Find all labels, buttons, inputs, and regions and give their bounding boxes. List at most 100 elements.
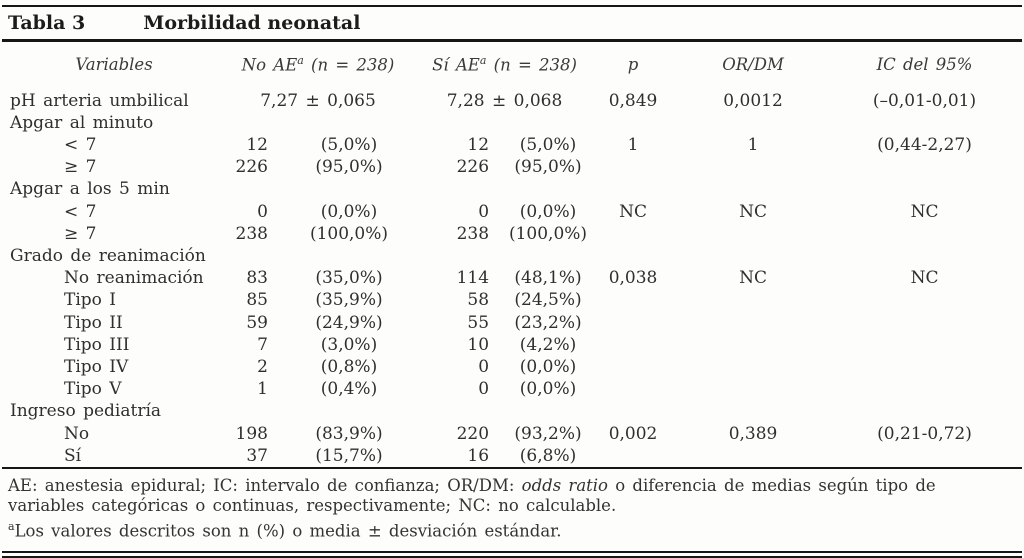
table-row: Tipo IV 2 (0,8%) 0 (0,0%) — [8, 356, 1016, 378]
table-body: pH arteria umbilical 7,27 ± 0,065 7,28 ± 0… — [8, 90, 1016, 467]
cell-or-dm: 0,389 — [728, 423, 778, 444]
cell-no-ae-n — [220, 112, 282, 134]
table-row: Tipo III 7 (3,0%) 10 (4,2%) — [8, 334, 1016, 356]
cell-no-ae-n: 85 — [246, 290, 268, 311]
footnote-mark: a — [8, 519, 15, 533]
cell-or-dm: NC — [739, 201, 767, 222]
cell-p-value — [593, 334, 673, 356]
column-header-p: p — [627, 54, 639, 74]
cell-p-value — [593, 378, 673, 400]
cell-no-ae-n — [220, 178, 282, 200]
footnote-italic-text: odds ratio — [521, 475, 608, 495]
cell-si-ae-n: 226 — [456, 157, 490, 178]
cell-no-ae-pct: (35,9%) — [315, 290, 383, 311]
cell-si-ae-pct: (0,0%) — [519, 201, 577, 222]
cell-no-ae-n: 37 — [246, 445, 268, 466]
cell-ic — [833, 378, 1016, 400]
cell-p-value — [593, 312, 673, 334]
cell-p-value: 1 — [627, 134, 639, 155]
cell-si-ae-pct: (5,0%) — [519, 134, 577, 155]
cell-no-ae-n — [220, 245, 282, 267]
cell-ic — [833, 334, 1016, 356]
table-row: < 7 0 (0,0%) 0 (0,0%) NC NC NC — [8, 201, 1016, 223]
si-ae-n: (n = 238) — [486, 55, 577, 75]
cell-no-ae-pct: (5,0%) — [320, 134, 378, 155]
no-ae-text: No AE — [241, 55, 298, 75]
column-header-or-dm: OR/DM — [722, 54, 784, 74]
row-label: pH arteria umbilical — [10, 90, 189, 111]
cell-si-ae-n: 55 — [467, 312, 490, 333]
cell-si-ae-pct — [503, 178, 593, 200]
cell-si-ae-n: 12 — [467, 134, 490, 155]
cell-si-ae-n: 0 — [478, 356, 490, 377]
cell-si-ae-n: 114 — [456, 268, 490, 289]
table-row: ≥ 7 238 (100,0%) 238 (100,0%) — [8, 223, 1016, 245]
cell-p-value — [593, 289, 673, 311]
row-label: Sí — [64, 445, 82, 466]
no-ae-n: (n = 238) — [303, 55, 395, 75]
row-label: Apgar al minuto — [10, 112, 154, 133]
cell-si-ae-pct: (100,0%) — [508, 223, 588, 244]
cell-no-ae-n: 12 — [246, 134, 268, 155]
cell-p-value — [593, 400, 673, 422]
cell-p-value: 0,849 — [608, 90, 658, 111]
cell-p-value — [593, 156, 673, 178]
cell-or-dm — [673, 112, 833, 134]
table-row: Tipo V 1 (0,4%) 0 (0,0%) — [8, 378, 1016, 400]
row-label: No reanimación — [64, 268, 204, 289]
cell-si-ae-pct: (23,2%) — [514, 312, 582, 333]
cell-no-ae-pct: (15,7%) — [315, 445, 383, 466]
cell-ic — [833, 112, 1016, 134]
table-row: Ingreso pediatría — [8, 400, 1016, 422]
cell-si-ae-pct: (95,0%) — [514, 157, 582, 178]
footnote-values: aLos valores descritos son n (%) o media… — [8, 517, 1016, 542]
cell-ic: NC — [910, 201, 939, 222]
cell-no-ae-n: 0 — [257, 201, 268, 222]
cell-ic — [833, 400, 1016, 422]
cell-or-dm — [673, 312, 833, 334]
cell-or-dm — [673, 245, 833, 267]
morbidity-table: Variables No AEa (n = 238) Sí AEa (n = 2… — [8, 42, 1016, 467]
cell-or-dm: NC — [739, 268, 767, 289]
cell-si-ae-n: 0 — [478, 379, 490, 400]
column-header-si-ae: Sí AEa (n = 238) — [416, 42, 593, 90]
cell-or-dm: 1 — [747, 134, 759, 155]
row-label: Tipo V — [64, 379, 122, 400]
cell-no-ae-n: 83 — [246, 268, 268, 289]
cell-no-ae-n: 198 — [235, 423, 268, 444]
cell-si-ae-mean: 7,28 ± 0,068 — [446, 90, 563, 111]
table-number: Tabla 3 — [8, 12, 86, 34]
cell-no-ae-n: 226 — [235, 157, 268, 178]
cell-or-dm — [673, 289, 833, 311]
cell-no-ae-pct: (0,4%) — [320, 379, 378, 400]
row-label: < 7 — [64, 134, 97, 155]
cell-p-value — [593, 112, 673, 134]
table-header: Variables No AEa (n = 238) Sí AEa (n = 2… — [8, 42, 1016, 90]
cell-si-ae-pct: (0,0%) — [519, 356, 577, 377]
table-row: Apgar al minuto — [8, 112, 1016, 134]
cell-p-value — [593, 245, 673, 267]
cell-ic — [833, 178, 1016, 200]
column-header-ic: IC del 95% — [876, 54, 973, 74]
cell-or-dm — [673, 156, 833, 178]
cell-no-ae-pct: (100,0%) — [309, 223, 389, 244]
table-row: Apgar a los 5 min — [8, 178, 1016, 200]
table-caption: Tabla 3 Morbilidad neonatal — [0, 7, 1024, 39]
row-label: < 7 — [64, 201, 97, 222]
cell-p-value: 0,002 — [608, 423, 658, 444]
header-row: Variables No AEa (n = 238) Sí AEa (n = 2… — [8, 42, 1016, 90]
cell-si-ae-n: 238 — [456, 223, 490, 244]
cell-ic — [833, 223, 1016, 245]
cell-no-ae-n: 238 — [235, 223, 268, 244]
cell-si-ae-pct: (6,8%) — [519, 445, 577, 466]
footnote-text: Los valores descritos son n (%) o media … — [14, 521, 562, 541]
cell-si-ae-n — [416, 112, 503, 134]
cell-ic: (–0,01-0,01) — [872, 90, 977, 111]
cell-or-dm — [673, 334, 833, 356]
footer-rule — [2, 466, 1022, 469]
cell-p-value — [593, 223, 673, 245]
cell-p-value: 0,038 — [608, 268, 658, 289]
cell-no-ae-pct: (24,9%) — [315, 312, 383, 333]
footnote-abbreviations: AE: anestesia epidural; IC: intervalo de… — [8, 476, 1016, 517]
cell-no-ae-mean: 7,27 ± 0,065 — [260, 90, 376, 111]
